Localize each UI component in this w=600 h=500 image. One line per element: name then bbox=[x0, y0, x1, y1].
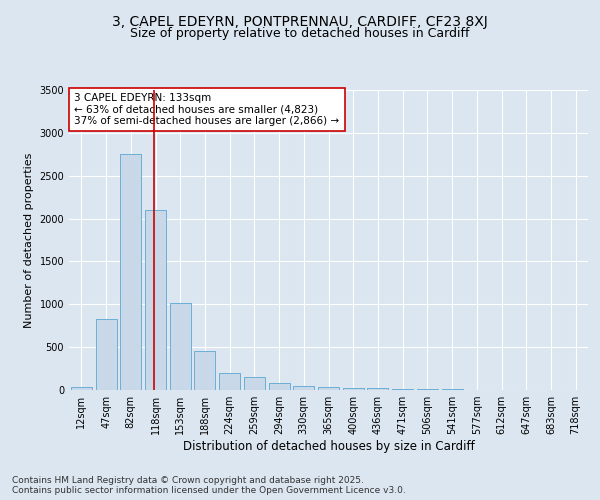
Bar bbox=[219, 373, 240, 390]
Bar bbox=[145, 210, 166, 390]
Bar bbox=[269, 383, 290, 390]
X-axis label: Distribution of detached houses by size in Cardiff: Distribution of detached houses by size … bbox=[182, 440, 475, 453]
Bar bbox=[392, 388, 413, 390]
Text: 3, CAPEL EDEYRN, PONTPRENNAU, CARDIFF, CF23 8XJ: 3, CAPEL EDEYRN, PONTPRENNAU, CARDIFF, C… bbox=[112, 15, 488, 29]
Bar bbox=[343, 388, 364, 390]
Bar bbox=[318, 388, 339, 390]
Bar bbox=[170, 302, 191, 390]
Bar bbox=[71, 388, 92, 390]
Y-axis label: Number of detached properties: Number of detached properties bbox=[24, 152, 34, 328]
Bar bbox=[244, 377, 265, 390]
Bar bbox=[293, 386, 314, 390]
Text: Size of property relative to detached houses in Cardiff: Size of property relative to detached ho… bbox=[130, 28, 470, 40]
Bar bbox=[120, 154, 141, 390]
Bar bbox=[367, 388, 388, 390]
Text: Contains HM Land Registry data © Crown copyright and database right 2025.
Contai: Contains HM Land Registry data © Crown c… bbox=[12, 476, 406, 495]
Bar bbox=[95, 319, 116, 390]
Bar bbox=[194, 350, 215, 390]
Text: 3 CAPEL EDEYRN: 133sqm
← 63% of detached houses are smaller (4,823)
37% of semi-: 3 CAPEL EDEYRN: 133sqm ← 63% of detached… bbox=[74, 93, 340, 126]
Bar bbox=[417, 389, 438, 390]
